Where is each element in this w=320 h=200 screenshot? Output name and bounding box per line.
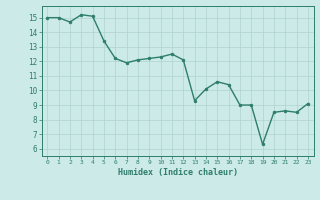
X-axis label: Humidex (Indice chaleur): Humidex (Indice chaleur) bbox=[118, 168, 237, 177]
